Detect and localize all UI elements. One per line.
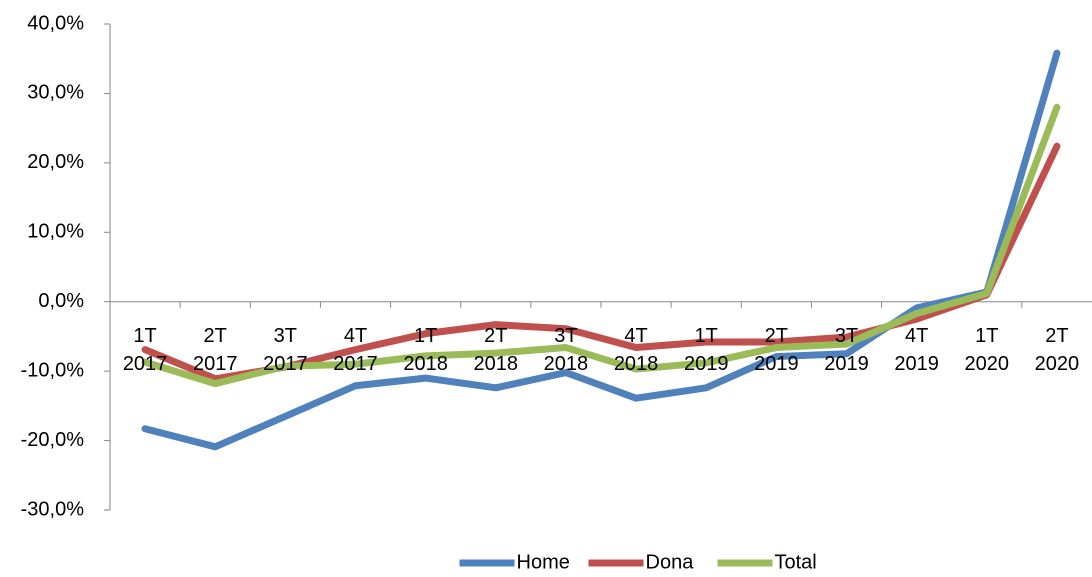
legend-label: Home xyxy=(517,551,570,573)
x-tick-label: 4T 2017 xyxy=(333,324,378,375)
x-tick-label: 2T 2019 xyxy=(754,324,799,375)
x-tick-label: 2T 2017 xyxy=(192,324,238,375)
x-tick-label: 4T 2019 xyxy=(894,324,939,375)
x-tick-label: 1T 2017 xyxy=(122,324,168,375)
legend-label: Dona xyxy=(646,551,695,573)
x-tick-label: 1T 2020 xyxy=(964,324,1010,375)
y-tick-label: -10,0% xyxy=(21,359,85,381)
line-series xyxy=(141,49,1061,451)
x-tick-label: 3T 2018 xyxy=(543,324,589,375)
x-tick-label: 2T 2018 xyxy=(473,324,519,375)
line-series xyxy=(141,103,1061,388)
x-tick-label: 3T 2017 xyxy=(263,324,308,375)
y-tick-label: 10,0% xyxy=(27,221,84,243)
x-tick-label: 1T 2018 xyxy=(403,324,448,375)
x-tick-label: 1T 2019 xyxy=(683,324,729,375)
x-tick-label: 4T 2018 xyxy=(613,324,659,375)
x-tick-label: 3T 2019 xyxy=(824,324,869,375)
y-tick-label: -30,0% xyxy=(21,498,85,520)
y-tick-label: 0,0% xyxy=(38,290,84,312)
y-tick-label: 40,0% xyxy=(27,12,84,34)
y-tick-label: 30,0% xyxy=(27,82,84,104)
y-tick-label: -20,0% xyxy=(21,429,85,451)
legend-label: Total xyxy=(775,551,817,573)
x-tick-label: 2T 2020 xyxy=(1034,324,1080,375)
y-tick-label: 20,0% xyxy=(27,151,84,173)
